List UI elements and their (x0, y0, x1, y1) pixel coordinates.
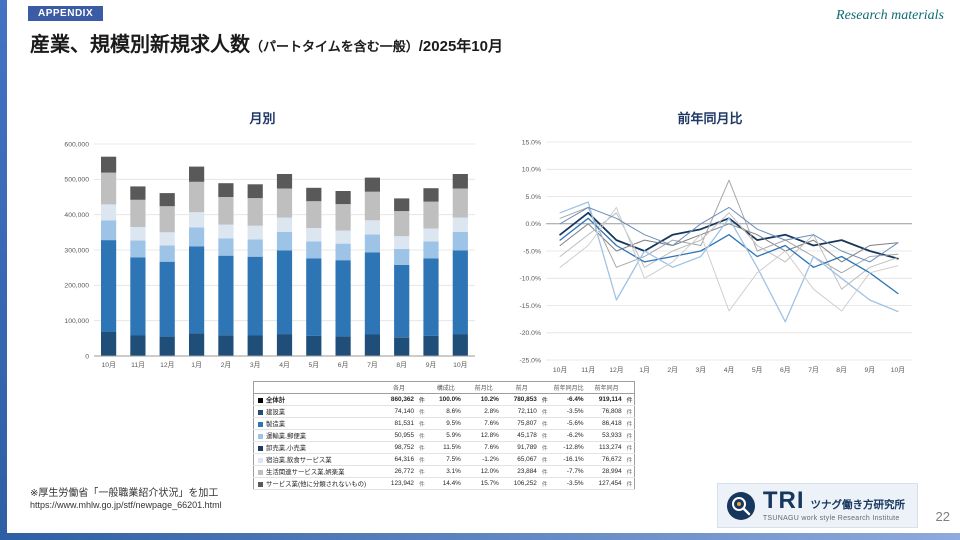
logo-icon (726, 491, 755, 520)
table-row: 建設業 74,140 件 8.6% 2.8% 72,110 件 -3.5% 76,808 件 (253, 405, 635, 418)
page-title-sub: （パートタイムを含む一般） (250, 39, 419, 54)
svg-text:0: 0 (85, 353, 89, 360)
svg-text:8月: 8月 (836, 366, 847, 374)
bottom-accent-bar (0, 533, 960, 540)
line-chart-svg: 15.0% 10.0% 5.0% 0.0% -5.0% -10.0% -15.0% -20.0… (519, 139, 912, 374)
svg-text:3月: 3月 (250, 361, 261, 369)
svg-text:10.0%: 10.0% (522, 167, 541, 174)
svg-text:6月: 6月 (780, 366, 791, 374)
svg-text:100,000: 100,000 (64, 318, 89, 325)
monthly-chart-title: 月別 (249, 111, 276, 126)
svg-text:3月: 3月 (696, 366, 707, 374)
table-row: 全体計 860,362 件 100.0% 10.2% 780,853 件 -6.4% 919,1… (253, 393, 635, 406)
svg-text:500,000: 500,000 (64, 177, 89, 184)
monthly-chart: 月別 0 100,000 200,000 300,000 400,000 500,000 6… (40, 108, 485, 382)
svg-text:15.0%: 15.0% (522, 139, 541, 146)
table-row: 宿泊業,飲食サービス業 64,316 件 7.5% -1.2% 65,067 件 -16.1%… (253, 453, 635, 466)
tsunagu-logo: TRI ツナグ働き方研究所 TSUNAGU work style Researc… (716, 483, 918, 528)
logo-name-jp: ツナグ働き方研究所 (810, 499, 906, 511)
svg-text:1月: 1月 (191, 361, 202, 369)
svg-text:-25.0%: -25.0% (519, 357, 541, 364)
summary-table: 各月 構成比 前月比 前月 前年同月比 前年同月 全体計 860,362 件 100.0% 10.2… (253, 381, 636, 490)
appendix-badge: APPENDIX (28, 6, 104, 21)
svg-text:5月: 5月 (752, 366, 763, 374)
bar-chart-svg: 0 100,000 200,000 300,000 400,000 500,000 600,… (64, 141, 475, 369)
summary-data-table: 各月 構成比 前月比 前月 前年同月比 前年同月 全体計 860,362 件 100.0% 10.2… (253, 381, 636, 490)
svg-text:300,000: 300,000 (64, 247, 89, 254)
svg-text:7月: 7月 (808, 366, 819, 374)
svg-text:-20.0%: -20.0% (519, 330, 541, 337)
svg-text:600,000: 600,000 (64, 141, 89, 148)
table-row: サービス業(他に分類されないもの) 123,942 件 14.4% 15.7% 106,2… (253, 477, 635, 490)
logo-name-en: TSUNAGU work style Research Institute (762, 515, 900, 522)
svg-text:10月: 10月 (453, 361, 467, 369)
svg-text:-5.0%: -5.0% (523, 248, 541, 255)
research-materials-label: Research materials (836, 8, 944, 23)
svg-text:4月: 4月 (279, 361, 290, 369)
svg-text:5.0%: 5.0% (526, 194, 542, 201)
page-number: 22 (935, 509, 950, 524)
page-title-main: 産業、規模別新規求人数 (30, 34, 250, 56)
footnote: ※厚生労働省「一般職業紹介状況」を加工 (30, 488, 219, 499)
svg-text:12月: 12月 (609, 366, 623, 374)
yoy-chart-title: 前年同月比 (677, 111, 743, 126)
table-row: 運輸業,郵便業 50,955 件 5.9% 12.8% 45,178 件 -6.2% 53,93… (253, 429, 635, 442)
page-title: 産業、規模別新規求人数（パートタイムを含む一般）/2025年10月 (30, 28, 503, 57)
svg-text:0.0%: 0.0% (526, 221, 542, 228)
svg-text:400,000: 400,000 (64, 212, 89, 219)
yoy-chart: 前年同月比 15.0% 10.0% 5.0% 0.0% -5.0% -10.0% -15.0… (500, 108, 920, 388)
left-accent-bar (0, 0, 7, 540)
svg-text:-15.0%: -15.0% (519, 303, 541, 310)
source-url: https://www.mhlw.go.jp/stf/newpage_66201… (30, 500, 222, 510)
svg-text:5月: 5月 (309, 361, 320, 369)
svg-text:7月: 7月 (367, 361, 378, 369)
table-row: 生活関連サービス業,娯楽業 26,772 件 3.1% 12.0% 23,884 件 -7.7… (253, 465, 635, 478)
svg-text:1月: 1月 (639, 366, 650, 374)
table-row: 製造業 81,531 件 9.5% 7.6% 75,807 件 -5.6% 86,418 件 (253, 417, 635, 430)
svg-text:10月: 10月 (102, 361, 116, 369)
svg-text:4月: 4月 (724, 366, 735, 374)
svg-text:2月: 2月 (221, 361, 232, 369)
svg-text:200,000: 200,000 (64, 283, 89, 290)
svg-text:9月: 9月 (865, 366, 876, 374)
svg-text:10月: 10月 (553, 366, 567, 374)
svg-text:8月: 8月 (396, 361, 407, 369)
page-title-date: /2025年10月 (418, 38, 503, 55)
svg-text:12月: 12月 (160, 361, 174, 369)
svg-text:2月: 2月 (667, 366, 678, 374)
svg-text:-10.0%: -10.0% (519, 276, 541, 283)
svg-text:9月: 9月 (426, 361, 437, 369)
table-row: 卸売業,小売業 98,752 件 11.5% 7.6% 91,789 件 -12.8% 113,… (253, 441, 635, 454)
svg-text:10月: 10月 (891, 366, 905, 374)
svg-text:6月: 6月 (338, 361, 349, 369)
svg-text:11月: 11月 (581, 366, 595, 374)
logo-acronym: TRI (762, 487, 805, 514)
svg-text:11月: 11月 (131, 361, 145, 369)
